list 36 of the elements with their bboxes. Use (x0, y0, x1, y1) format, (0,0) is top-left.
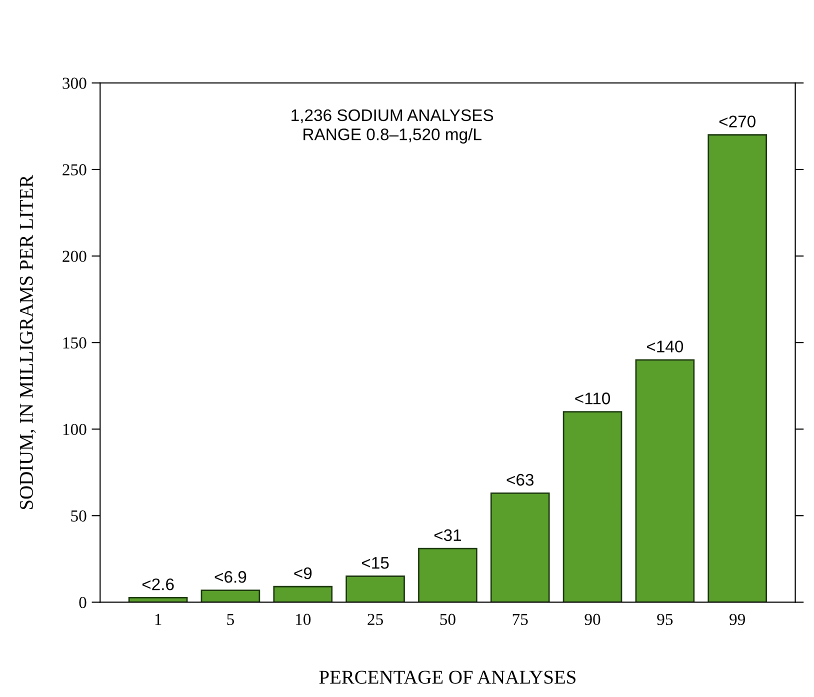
x-tick-label: 99 (730, 614, 745, 626)
bar (200, 590, 260, 602)
y-tick-label: 200 (62, 250, 86, 262)
x-tick-label: 75 (512, 614, 528, 626)
bar (346, 576, 405, 602)
data-label: <2.6 (142, 578, 174, 590)
data-label: <6.9 (214, 571, 246, 583)
y-tick-label: 100 (63, 424, 86, 436)
data-label: <9 (294, 567, 312, 580)
annotation: 1,236 SODIUM ANALYSES RANGE 0.8–1,520 mg/L (292, 109, 494, 144)
y-tick-label: 150 (63, 337, 86, 349)
data-label: <110 (575, 392, 610, 404)
bar (562, 411, 622, 602)
bar (708, 134, 768, 602)
y-tick-label: 50 (71, 510, 86, 522)
data-label: <15 (362, 557, 389, 569)
x-tick-label: 95 (657, 614, 673, 626)
y-tick-label: 300 (62, 78, 86, 89)
data-label: <63 (506, 474, 534, 486)
x-tick-label: 50 (440, 614, 456, 626)
x-tick-label: 10 (296, 614, 311, 626)
x-tick-label: 90 (584, 614, 600, 626)
x-axis-title: PERCENTAGE OF ANALYSES (319, 670, 576, 684)
bar (418, 548, 478, 602)
bar (273, 586, 333, 602)
x-tick-label: 1 (155, 614, 162, 625)
data-label: <31 (434, 529, 462, 542)
y-tick-label: 250 (62, 164, 86, 176)
bar (490, 492, 550, 602)
x-tick-label: 25 (368, 614, 383, 626)
y-tick-label: 0 (79, 596, 86, 608)
y-axis-title: SODIUM, IN MILLIGRAMS PER LITER (20, 174, 36, 509)
data-label: <270 (719, 116, 756, 128)
bar (635, 359, 695, 602)
data-label: <140 (646, 340, 684, 352)
x-tick-label: 5 (227, 614, 234, 626)
